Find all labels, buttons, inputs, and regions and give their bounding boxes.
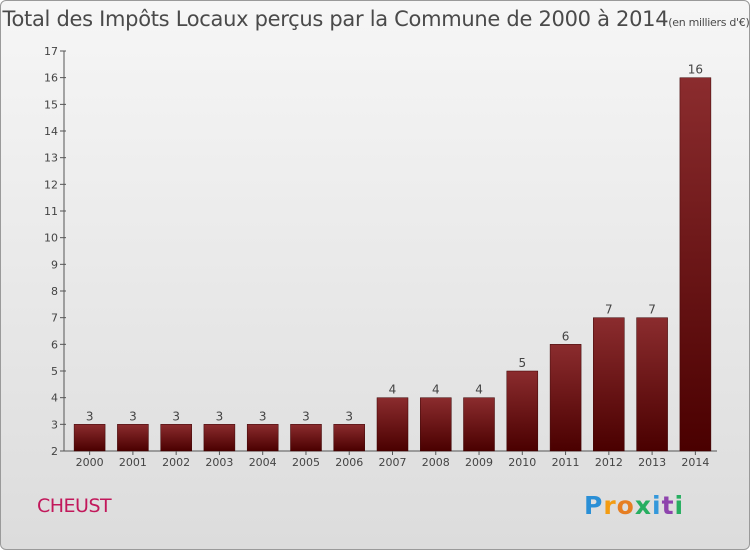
- bar-value-label: 5: [518, 356, 526, 370]
- y-tick-label: 10: [44, 232, 58, 245]
- logo-letter: x: [634, 491, 652, 520]
- bar-value-label: 7: [605, 303, 613, 317]
- bar-value-label: 6: [562, 329, 570, 343]
- bar-2013: [636, 317, 668, 452]
- bar-value-label: 3: [302, 409, 310, 423]
- bar-value-label: 4: [475, 383, 483, 397]
- x-tick-label: 2001: [119, 456, 147, 469]
- bar-2003: [203, 424, 236, 452]
- x-tick-label: 2007: [379, 456, 407, 469]
- bar-2004: [246, 424, 279, 452]
- y-tick-label: 5: [51, 365, 58, 378]
- bar-value-label: 3: [172, 409, 180, 423]
- y-tick-label: 14: [44, 125, 58, 138]
- x-tick-label: 2010: [508, 456, 536, 469]
- bar-2011: [549, 344, 582, 452]
- logo-letter: r: [603, 491, 617, 520]
- bar-2006: [333, 424, 365, 452]
- logo-letter: i: [652, 491, 662, 520]
- bar-value-label: 3: [259, 409, 267, 423]
- x-tick-label: 2013: [638, 456, 666, 469]
- y-tick-label: 2: [51, 445, 58, 458]
- chart-title-unit: (en milliers d'€): [668, 16, 750, 29]
- x-tick-label: 2003: [205, 456, 233, 469]
- bar-value-label: 3: [345, 409, 353, 423]
- y-tick-label: 6: [51, 338, 58, 351]
- y-tick-label: 9: [51, 258, 58, 271]
- x-tick-label: 2005: [292, 456, 320, 469]
- bar-value-label: 16: [688, 63, 703, 77]
- logo-letter: P: [584, 491, 604, 520]
- bar-2010: [506, 370, 539, 452]
- bar-2001: [117, 424, 149, 452]
- x-tick-label: 2000: [76, 456, 104, 469]
- x-tick-label: 2009: [465, 456, 493, 469]
- bar-value-label: 3: [86, 409, 94, 423]
- bar-2002: [160, 424, 192, 452]
- bar-2014: [679, 77, 712, 452]
- y-tick-label: 17: [44, 45, 58, 58]
- y-tick-label: 4: [51, 392, 58, 405]
- y-tick-label: 3: [51, 418, 58, 431]
- x-tick-label: 2008: [422, 456, 450, 469]
- x-tick-label: 2002: [162, 456, 190, 469]
- y-tick-label: 7: [51, 312, 58, 325]
- x-tick-label: 2004: [249, 456, 277, 469]
- x-tick-label: 2011: [552, 456, 580, 469]
- bar-value-label: 4: [389, 383, 397, 397]
- commune-name: CHEUST: [37, 495, 112, 517]
- y-tick-label: 13: [44, 152, 58, 165]
- logo-letter: t: [661, 491, 675, 520]
- y-tick-label: 8: [51, 285, 58, 298]
- x-tick-label: 2012: [595, 456, 623, 469]
- bar-2009: [463, 397, 495, 452]
- chart-title: Total des Impôts Locaux perçus par la Co…: [1, 7, 750, 31]
- bar-2007: [376, 397, 409, 452]
- x-tick-label: 2014: [681, 456, 709, 469]
- x-tick-label: 2006: [335, 456, 363, 469]
- proxiti-logo[interactable]: Proxiti: [584, 491, 684, 520]
- bar-value-label: 7: [648, 303, 656, 317]
- y-tick-label: 15: [44, 98, 58, 111]
- chart-title-main: Total des Impôts Locaux perçus par la Co…: [2, 7, 669, 31]
- y-tick-label: 12: [44, 178, 58, 191]
- bar-value-label: 3: [129, 409, 137, 423]
- y-tick-label: 11: [44, 205, 58, 218]
- bar-2008: [420, 397, 452, 452]
- bar-value-label: 3: [216, 409, 224, 423]
- y-tick-label: 16: [44, 72, 58, 85]
- logo-letter: i: [674, 491, 685, 520]
- bar-value-label: 4: [432, 383, 440, 397]
- logo-letter: o: [616, 491, 635, 520]
- bar-2012: [593, 317, 625, 452]
- bar-2000: [73, 424, 106, 452]
- bar-2005: [290, 424, 322, 452]
